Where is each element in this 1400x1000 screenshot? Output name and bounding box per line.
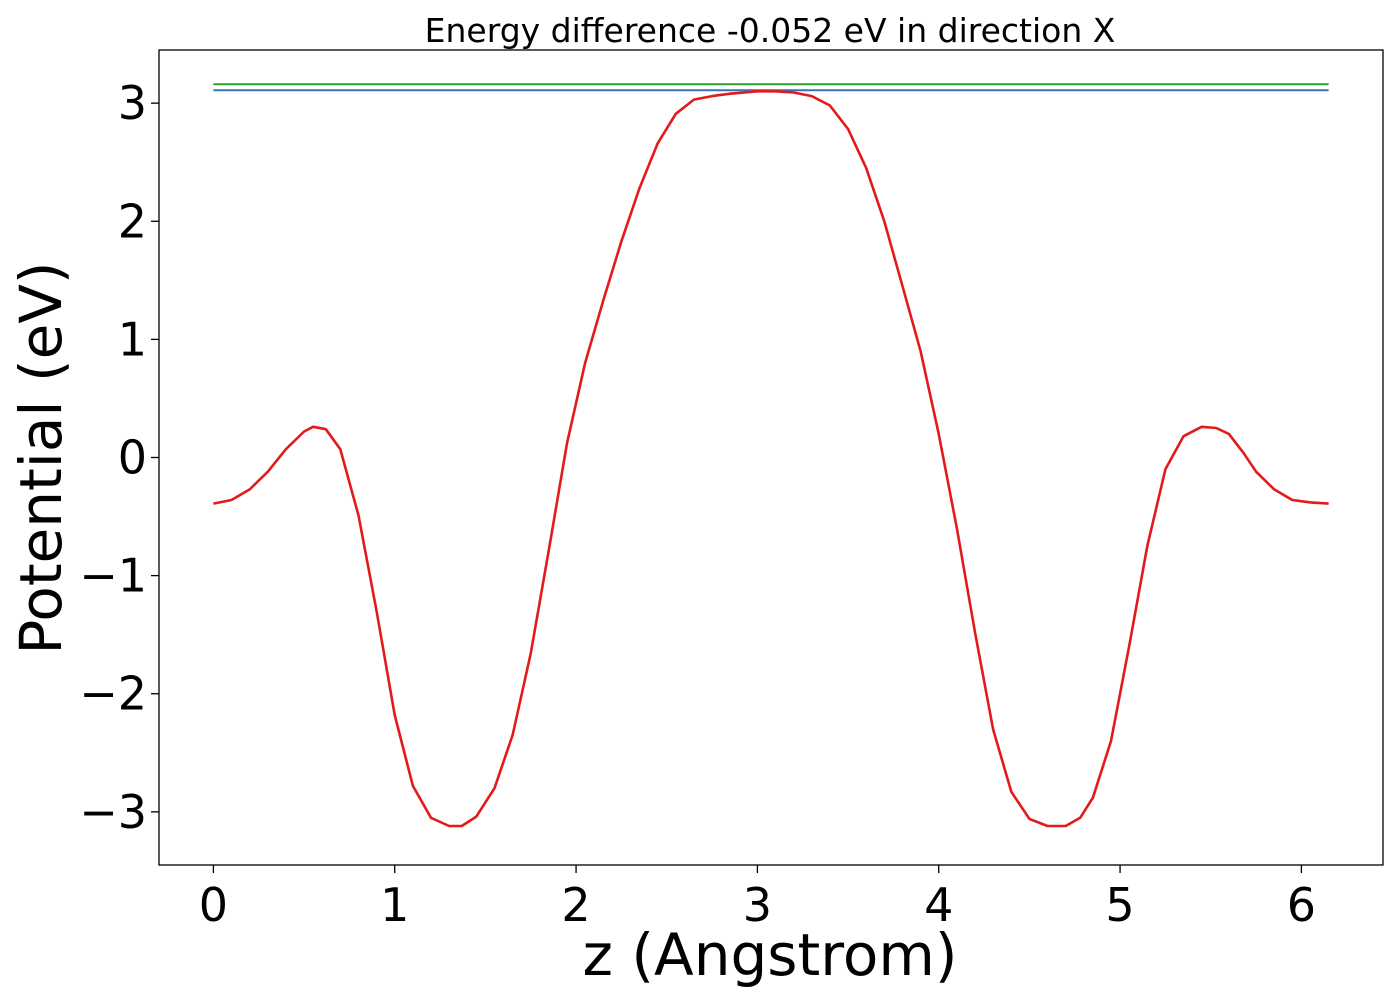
y-tick-label: −2 [79, 667, 147, 721]
x-tick-label: 6 [1287, 878, 1316, 932]
x-tick-label: 4 [924, 878, 953, 932]
x-tick-label: 3 [743, 878, 772, 932]
x-tick-label: 0 [199, 878, 228, 932]
y-tick-label: −1 [79, 549, 147, 603]
y-tick-label: −3 [79, 785, 147, 839]
x-axis-label: z (Angstrom) [583, 921, 958, 989]
y-tick-label: 2 [118, 194, 147, 248]
x-tick-label: 5 [1105, 878, 1134, 932]
series-line-3 [213, 90, 1329, 828]
plot-area [158, 49, 1384, 866]
x-tick-label: 2 [561, 878, 590, 932]
y-tick-label: 3 [118, 76, 147, 130]
y-tick-label: 0 [118, 431, 147, 485]
y-axis: −3 −2 −1 0 1 2 3 [79, 76, 159, 839]
x-tick-label: 1 [380, 878, 409, 932]
series-layer [213, 83, 1329, 828]
y-tick-label: 1 [118, 312, 147, 366]
y-axis-label: Potential (eV) [7, 261, 75, 654]
x-axis: 0 1 2 3 4 5 6 [199, 865, 1316, 932]
chart-title: Energy difference -0.052 eV in direction… [425, 11, 1116, 50]
